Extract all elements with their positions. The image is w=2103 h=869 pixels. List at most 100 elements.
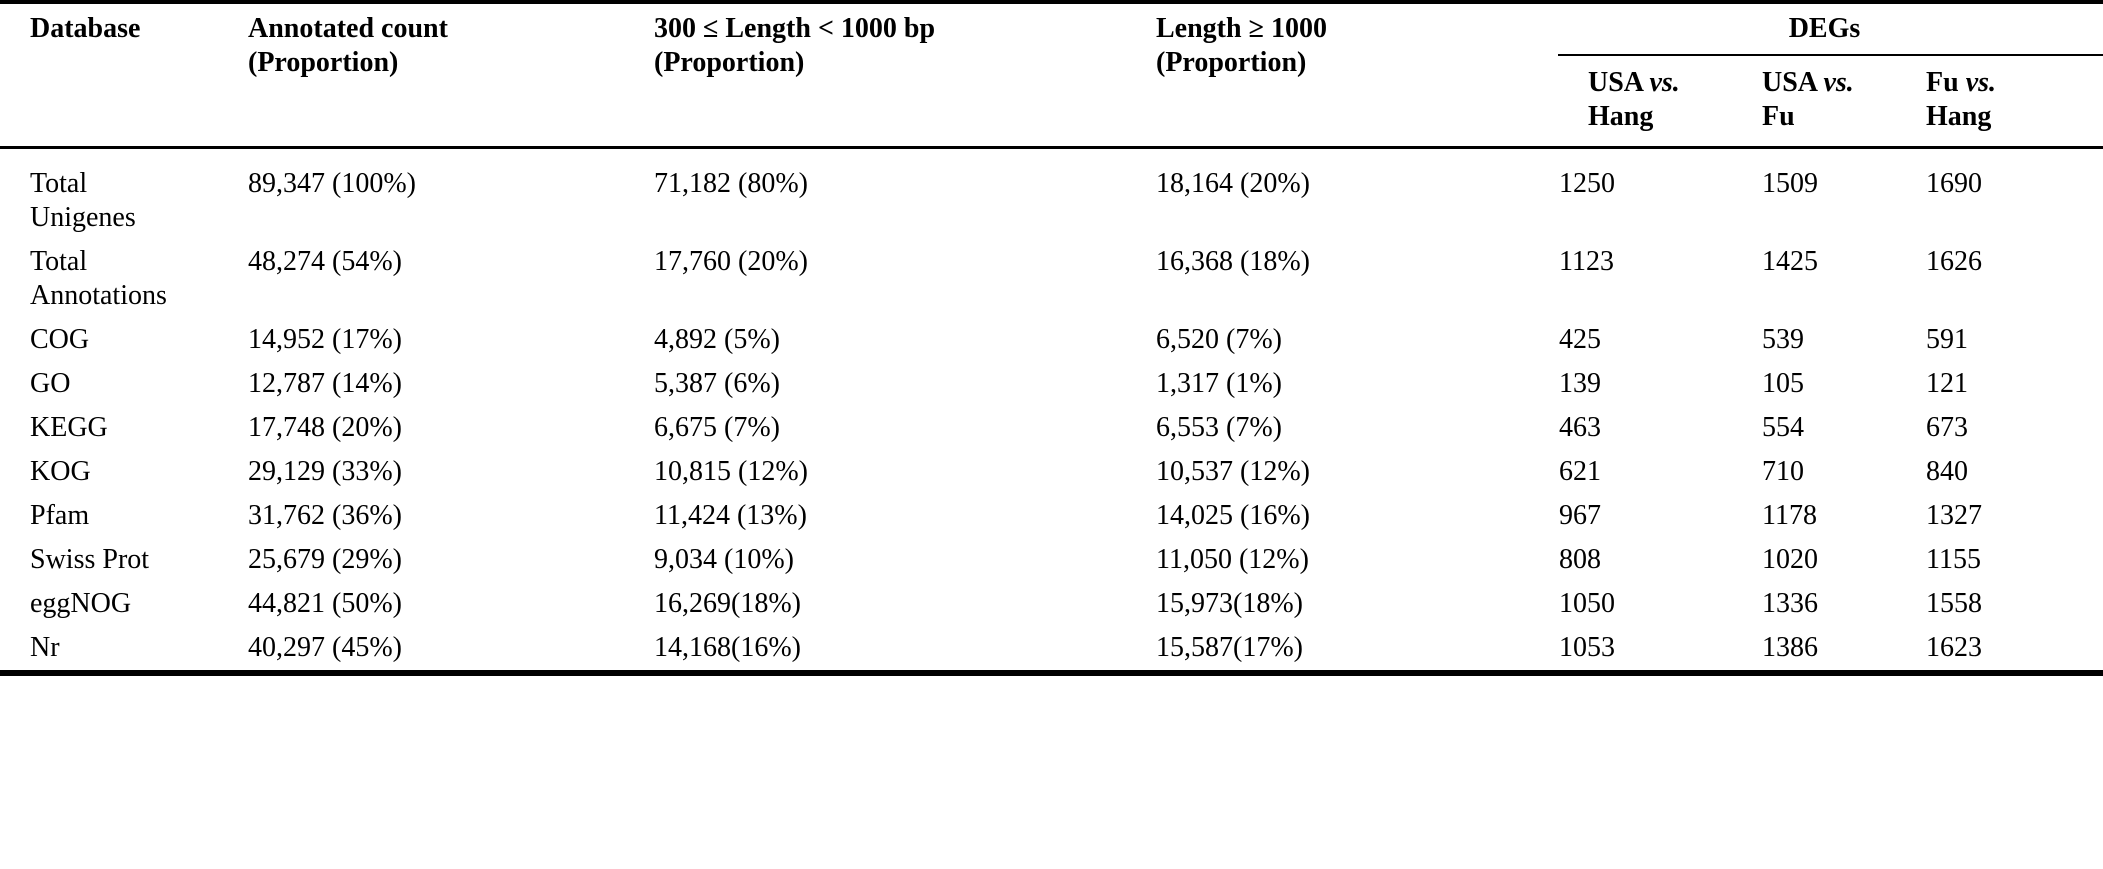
cell-deg-usa-vs-fu: 105 xyxy=(1762,368,1804,399)
table-header: Database Annotated count (Proportion) 30… xyxy=(0,2,2103,149)
cell-length-ge-1000: 1,317 (1%) xyxy=(1156,368,1282,399)
table-row: Swiss Prot 25,679 (29%) 9,034 (10%) 11,050 … xyxy=(0,538,2103,582)
header-row-main: Database Annotated count (Proportion) 30… xyxy=(0,2,2103,149)
deg-group-label: USA xyxy=(1588,67,1643,98)
table-row: GO 12,787 (14%) 5,387 (6%) 1,317 (1%) 139 105… xyxy=(0,362,2103,406)
cell-deg-fu-vs-hang: 1155 xyxy=(1926,544,1981,575)
cell-deg-usa-vs-hang: 463 xyxy=(1559,412,1601,443)
col-header-usa-vs-fu: USA vs. Fu xyxy=(1761,55,1925,149)
cell-deg-usa-vs-fu: 710 xyxy=(1762,456,1804,487)
header-line-2: (Proportion) xyxy=(1156,47,1307,78)
cell-deg-fu-vs-hang: 591 xyxy=(1926,324,1968,355)
header-line-1: Length ≥ 1000 xyxy=(1156,13,1327,44)
table-row: COG 14,952 (17%) 4,892 (5%) 6,520 (7%) 425 53… xyxy=(0,318,2103,362)
cell-length-300-1000: 71,182 (80%) xyxy=(654,168,808,199)
col-header-database: Database xyxy=(0,2,247,149)
cell-deg-usa-vs-hang: 621 xyxy=(1559,456,1601,487)
cell-length-300-1000: 14,168(16%) xyxy=(654,632,801,663)
cell-annotated-count: 44,821 (50%) xyxy=(248,588,402,619)
cell-deg-usa-vs-fu: 1509 xyxy=(1762,168,1818,199)
col-header-annotated-count: Annotated count (Proportion) xyxy=(247,2,653,149)
cell-deg-usa-vs-fu: 539 xyxy=(1762,324,1804,355)
deg-vs-label: vs. xyxy=(1823,67,1854,98)
cell-deg-usa-vs-fu: 1336 xyxy=(1762,588,1818,619)
cell-annotated-count: 29,129 (33%) xyxy=(248,456,402,487)
cell-deg-usa-vs-hang: 1123 xyxy=(1559,246,1614,277)
cell-deg-usa-vs-hang: 1053 xyxy=(1559,632,1615,663)
cell-length-ge-1000: 15,973(18%) xyxy=(1156,588,1303,619)
cell-deg-usa-vs-hang: 967 xyxy=(1559,500,1601,531)
cell-deg-fu-vs-hang: 1327 xyxy=(1926,500,1982,531)
table-row: Pfam 31,762 (36%) 11,424 (13%) 14,025 (16%)… xyxy=(0,494,2103,538)
cell-length-ge-1000: 18,164 (20%) xyxy=(1156,168,1310,199)
cell-deg-usa-vs-fu: 554 xyxy=(1762,412,1804,443)
col-header-length-ge-1000: Length ≥ 1000 (Proportion) xyxy=(1155,2,1558,149)
cell-deg-fu-vs-hang: 1623 xyxy=(1926,632,1982,663)
header-line-1: 300 ≤ Length < 1000 bp xyxy=(654,13,936,44)
cell-deg-usa-vs-fu: 1425 xyxy=(1762,246,1818,277)
cell-annotated-count: 48,274 (54%) xyxy=(248,246,402,277)
cell-length-300-1000: 9,034 (10%) xyxy=(654,544,794,575)
cell-length-ge-1000: 15,587(17%) xyxy=(1156,632,1303,663)
cell-deg-fu-vs-hang: 1626 xyxy=(1926,246,1982,277)
cell-deg-fu-vs-hang: 1690 xyxy=(1926,168,1982,199)
cell-length-300-1000: 17,760 (20%) xyxy=(654,246,808,277)
header-line-2: (Proportion) xyxy=(248,47,399,78)
table-row: KEGG 17,748 (20%) 6,675 (7%) 6,553 (7%) 463 5… xyxy=(0,406,2103,450)
header-row-deg-subcolumns: USA vs. Hang USA vs. Fu Fu vs. Hang xyxy=(0,55,2103,149)
cell-annotated-count: 14,952 (17%) xyxy=(248,324,402,355)
annotation-statistics-table: Database Annotated count (Proportion) 30… xyxy=(0,0,2103,676)
cell-database: KOG xyxy=(30,456,91,487)
cell-annotated-count: 89,347 (100%) xyxy=(248,168,416,199)
deg-comparison-label: Fu xyxy=(1762,101,1795,132)
cell-annotated-count: 12,787 (14%) xyxy=(248,368,402,399)
cell-database: Total Unigenes xyxy=(30,168,136,233)
col-header-fu-vs-hang: Fu vs. Hang xyxy=(1925,55,2103,149)
cell-database: Pfam xyxy=(30,500,90,531)
cell-deg-fu-vs-hang: 121 xyxy=(1926,368,1968,399)
table-row: Total Unigenes 89,347 (100%) 71,182 (80%) 1… xyxy=(0,148,2103,241)
deg-vs-label: vs. xyxy=(1649,67,1680,98)
cell-database: COG xyxy=(30,324,90,355)
cell-length-300-1000: 16,269(18%) xyxy=(654,588,801,619)
cell-length-ge-1000: 11,050 (12%) xyxy=(1156,544,1309,575)
deg-vs-label: vs. xyxy=(1965,67,1997,98)
cell-deg-usa-vs-hang: 139 xyxy=(1559,368,1601,399)
col-header-length-300-1000: 300 ≤ Length < 1000 bp (Proportion) xyxy=(653,2,1155,149)
cell-deg-usa-vs-hang: 808 xyxy=(1559,544,1601,575)
cell-annotated-count: 25,679 (29%) xyxy=(248,544,402,575)
cell-length-300-1000: 4,892 (5%) xyxy=(654,324,780,355)
cell-deg-usa-vs-hang: 425 xyxy=(1559,324,1601,355)
cell-length-300-1000: 6,675 (7%) xyxy=(654,412,780,443)
header-line-1: Annotated count xyxy=(248,13,448,44)
cell-annotated-count: 40,297 (45%) xyxy=(248,632,402,663)
cell-database: KEGG xyxy=(30,412,108,443)
cell-database: Swiss Prot xyxy=(30,544,150,575)
deg-comparison-label: Hang xyxy=(1588,101,1654,132)
cell-deg-usa-vs-fu: 1020 xyxy=(1762,544,1818,575)
header-line-2: (Proportion) xyxy=(654,47,805,78)
table-body: Total Unigenes 89,347 (100%) 71,182 (80%) 1… xyxy=(0,148,2103,674)
cell-length-ge-1000: 6,520 (7%) xyxy=(1156,324,1282,355)
cell-database: Nr xyxy=(30,632,60,663)
cell-deg-fu-vs-hang: 1558 xyxy=(1926,588,1982,619)
table-row: eggNOG 44,821 (50%) 16,269(18%) 15,973(18%)… xyxy=(0,582,2103,626)
col-header-degs-spanner: DEGs xyxy=(1558,2,2103,56)
table-row: Total Annotations 48,274 (54%) 17,760 (20%… xyxy=(0,240,2103,318)
cell-length-ge-1000: 14,025 (16%) xyxy=(1156,500,1310,531)
deg-group-label: Fu xyxy=(1926,67,1959,98)
cell-database: eggNOG xyxy=(30,588,132,619)
cell-length-ge-1000: 6,553 (7%) xyxy=(1156,412,1282,443)
cell-length-300-1000: 10,815 (12%) xyxy=(654,456,808,487)
cell-deg-usa-vs-hang: 1050 xyxy=(1559,588,1615,619)
table-row: KOG 29,129 (33%) 10,815 (12%) 10,537 (12%) 6… xyxy=(0,450,2103,494)
cell-deg-usa-vs-fu: 1178 xyxy=(1762,500,1817,531)
cell-database: Total Annotations xyxy=(30,246,167,311)
col-header-usa-vs-hang: USA vs. Hang xyxy=(1558,55,1761,149)
deg-comparison-label: Hang xyxy=(1926,101,1992,132)
cell-deg-usa-vs-hang: 1250 xyxy=(1559,168,1615,199)
cell-annotated-count: 31,762 (36%) xyxy=(248,500,402,531)
cell-annotated-count: 17,748 (20%) xyxy=(248,412,402,443)
cell-length-300-1000: 11,424 (13%) xyxy=(654,500,807,531)
cell-deg-usa-vs-fu: 1386 xyxy=(1762,632,1818,663)
